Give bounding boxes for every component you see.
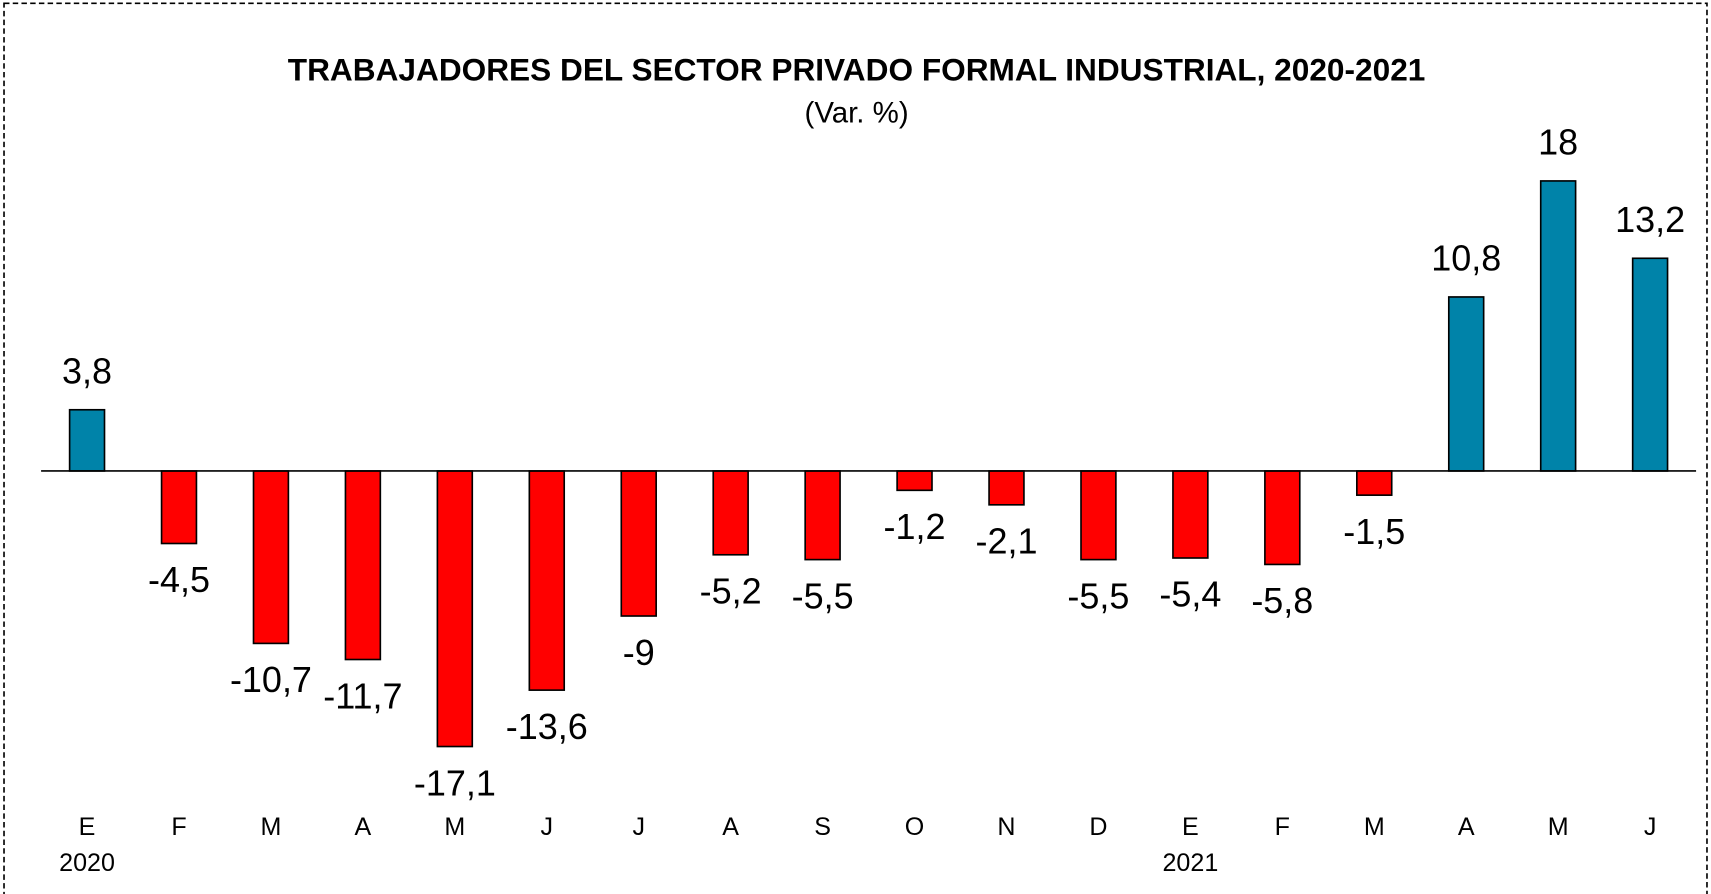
bar: [436, 470, 474, 748]
bar: [804, 470, 841, 561]
value-label: -5,8: [1251, 580, 1313, 621]
x-tick-label: A: [1458, 813, 1475, 841]
x-tick-label: J: [541, 813, 554, 841]
chart-title: TRABAJADORES DEL SECTOR PRIVADO FORMAL I…: [288, 51, 1426, 87]
bar: [896, 470, 933, 492]
x-tick-label: J: [1644, 813, 1657, 841]
bar: [252, 470, 290, 645]
value-label: -17,1: [414, 762, 496, 803]
value-label: -5,2: [700, 571, 762, 612]
value-label: -5,5: [792, 575, 854, 616]
x-tick-label: M: [1548, 813, 1569, 841]
value-label: 13,2: [1615, 199, 1685, 240]
bar: [68, 408, 106, 472]
value-label: -13,6: [506, 706, 588, 747]
bar: [1631, 257, 1669, 472]
year-label: 2021: [1163, 849, 1219, 877]
x-tick-label: F: [171, 813, 186, 841]
year-label: 2020: [59, 849, 115, 877]
value-label: -11,7: [323, 675, 402, 716]
x-tick-label: A: [722, 813, 739, 841]
value-label: 3,8: [62, 350, 112, 391]
value-label: 10,8: [1431, 237, 1501, 278]
x-tick-label: F: [1275, 813, 1290, 841]
bar: [344, 470, 382, 661]
value-label: 18: [1538, 121, 1578, 162]
chart-subtitle: (Var. %): [805, 96, 909, 129]
bar: [1080, 470, 1117, 561]
value-label: -1,5: [1343, 511, 1405, 552]
x-tick-label: E: [1182, 813, 1199, 841]
x-tick-label: J: [632, 813, 645, 841]
value-label: -1,2: [884, 506, 946, 547]
value-label: -2,1: [976, 521, 1038, 562]
bar: [1172, 470, 1209, 559]
bar: [528, 470, 566, 691]
x-tick-label: M: [261, 813, 282, 841]
x-tick-label: N: [997, 813, 1015, 841]
value-label: -5,4: [1159, 574, 1221, 615]
bar: [1447, 296, 1485, 472]
value-label: -9: [623, 632, 655, 673]
x-tick-label: E: [79, 813, 96, 841]
value-label: -10,7: [230, 659, 312, 700]
value-label: -4,5: [148, 559, 210, 600]
frame: [3, 2, 1708, 894]
bar: [988, 470, 1025, 506]
x-tick-label: M: [444, 813, 465, 841]
x-tick-label: O: [905, 813, 925, 841]
bar: [712, 470, 749, 556]
x-tick-label: A: [355, 813, 372, 841]
bar: [620, 470, 657, 617]
bar: [1539, 180, 1577, 472]
bar: [160, 470, 198, 545]
x-tick-label: S: [814, 813, 831, 841]
value-label: -5,5: [1067, 575, 1129, 616]
bar: [1356, 470, 1393, 496]
bar: [1264, 470, 1301, 566]
x-tick-label: M: [1364, 813, 1385, 841]
x-tick-label: D: [1089, 813, 1107, 841]
